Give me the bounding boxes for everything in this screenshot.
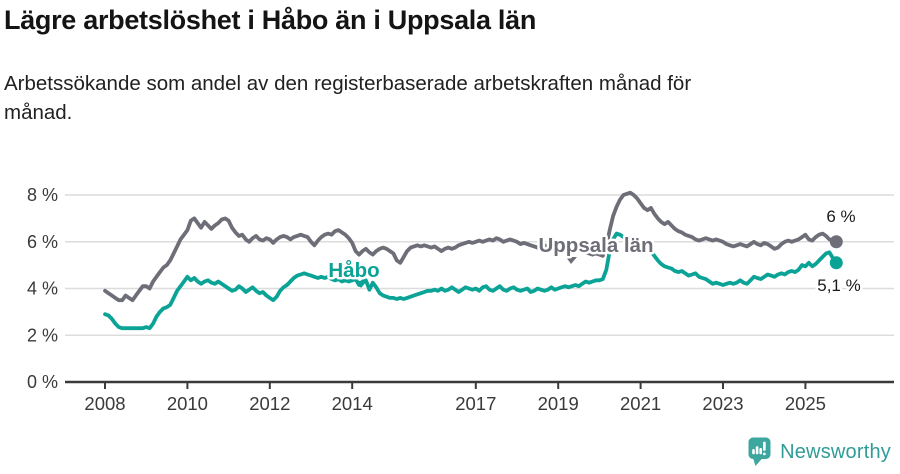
- end-dot-habo: [829, 256, 843, 270]
- x-axis-label: 2021: [620, 393, 661, 414]
- newsworthy-brand-name: Newsworthy: [780, 440, 891, 463]
- chart-title: Lägre arbetslöshet i Håbo än i Uppsala l…: [4, 5, 537, 35]
- newsworthy-logo: Newsworthy: [748, 437, 891, 467]
- y-axis-label: 6 %: [27, 232, 58, 252]
- y-axis-label: 0 %: [27, 372, 58, 392]
- series-label-arrow-icon-uppsala-lan: [566, 257, 577, 264]
- series-line-habo: [103, 231, 839, 331]
- newsworthy-logo-icon: [748, 437, 771, 466]
- y-axis-label: 2 %: [27, 325, 58, 345]
- x-axis-label: 2023: [702, 393, 743, 414]
- chart-subtitle-line2: månad.: [4, 100, 73, 124]
- end-value-label-habo: 5,1 %: [817, 276, 860, 295]
- chart-subtitle: Arbetssökande som andel av den registerb…: [4, 70, 691, 127]
- end-dot-uppsala-lan: [829, 235, 843, 249]
- chart-subtitle-line1: Arbetssökande som andel av den registerb…: [4, 72, 692, 95]
- y-axis-label: 8 %: [27, 185, 58, 205]
- x-axis-label: 2019: [538, 393, 579, 414]
- x-axis-label: 2014: [332, 393, 373, 414]
- series-label-arrow-icon-habo: [356, 281, 367, 288]
- x-axis-label: 2017: [455, 393, 496, 414]
- series-label-uppsala-lan: Uppsala län: [538, 234, 653, 257]
- x-axis-label: 2025: [785, 393, 826, 414]
- x-axis-label: 2008: [84, 393, 125, 414]
- series-label-habo: Håbo: [328, 259, 379, 282]
- x-axis-label: 2012: [249, 393, 290, 414]
- end-value-label-uppsala-lan: 6 %: [826, 207, 855, 226]
- y-axis-label: 4 %: [27, 279, 58, 299]
- series-line-uppsala-lan: [103, 190, 839, 303]
- x-axis-label: 2010: [167, 393, 208, 414]
